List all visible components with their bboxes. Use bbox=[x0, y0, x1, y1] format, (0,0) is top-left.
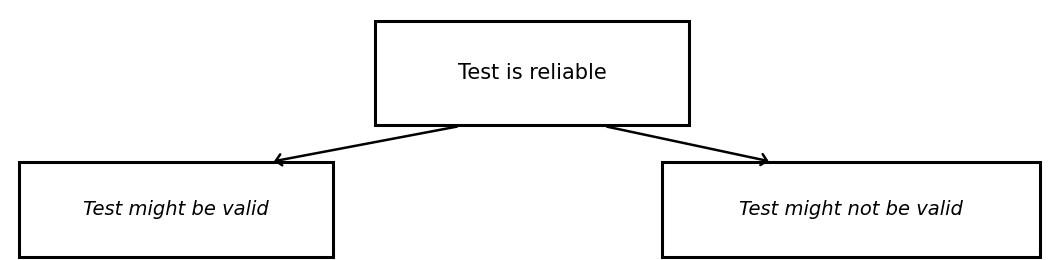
Bar bbox=[19, 162, 332, 257]
Text: Test might be valid: Test might be valid bbox=[83, 200, 268, 219]
Text: Test is reliable: Test is reliable bbox=[458, 63, 606, 83]
Bar bbox=[662, 162, 1040, 257]
Bar bbox=[375, 21, 689, 125]
Text: Test might not be valid: Test might not be valid bbox=[739, 200, 963, 219]
